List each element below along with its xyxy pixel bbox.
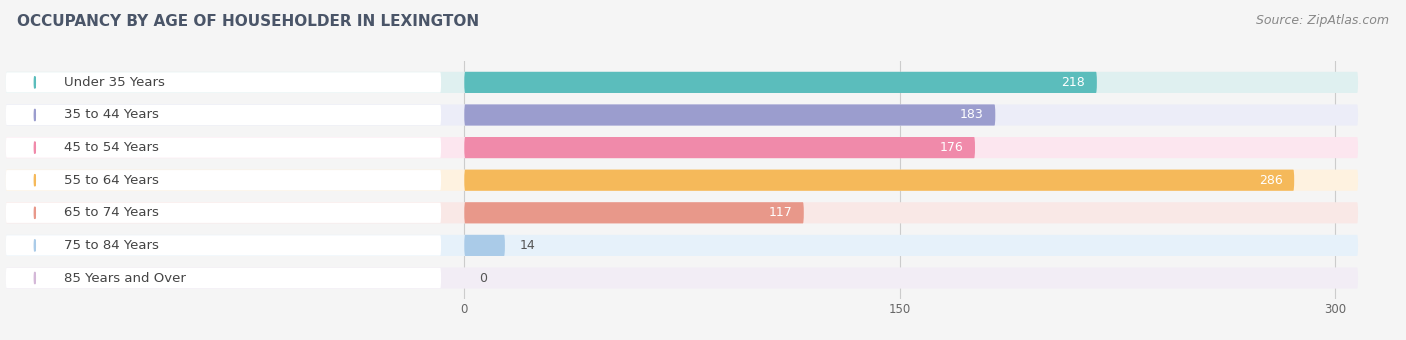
Text: 75 to 84 Years: 75 to 84 Years <box>63 239 159 252</box>
FancyBboxPatch shape <box>6 137 441 158</box>
FancyBboxPatch shape <box>464 202 804 223</box>
FancyBboxPatch shape <box>6 72 1358 93</box>
Text: Under 35 Years: Under 35 Years <box>63 76 165 89</box>
Text: 218: 218 <box>1062 76 1085 89</box>
FancyBboxPatch shape <box>6 170 441 190</box>
FancyBboxPatch shape <box>6 104 1358 125</box>
Text: 0: 0 <box>479 272 486 285</box>
Text: 183: 183 <box>960 108 984 121</box>
Text: OCCUPANCY BY AGE OF HOUSEHOLDER IN LEXINGTON: OCCUPANCY BY AGE OF HOUSEHOLDER IN LEXIN… <box>17 14 479 29</box>
FancyBboxPatch shape <box>6 137 1358 158</box>
FancyBboxPatch shape <box>464 104 995 125</box>
FancyBboxPatch shape <box>6 105 441 125</box>
FancyBboxPatch shape <box>6 203 441 223</box>
Text: Source: ZipAtlas.com: Source: ZipAtlas.com <box>1256 14 1389 27</box>
FancyBboxPatch shape <box>6 235 441 256</box>
Text: 55 to 64 Years: 55 to 64 Years <box>63 174 159 187</box>
Text: 65 to 74 Years: 65 to 74 Years <box>63 206 159 219</box>
FancyBboxPatch shape <box>464 170 1294 191</box>
Text: 45 to 54 Years: 45 to 54 Years <box>63 141 159 154</box>
FancyBboxPatch shape <box>464 137 974 158</box>
Text: 85 Years and Over: 85 Years and Over <box>63 272 186 285</box>
FancyBboxPatch shape <box>6 268 1358 289</box>
Text: 117: 117 <box>769 206 792 219</box>
FancyBboxPatch shape <box>6 202 1358 223</box>
Text: 35 to 44 Years: 35 to 44 Years <box>63 108 159 121</box>
FancyBboxPatch shape <box>6 72 441 92</box>
Text: 176: 176 <box>939 141 963 154</box>
FancyBboxPatch shape <box>6 235 1358 256</box>
FancyBboxPatch shape <box>6 268 441 288</box>
Text: 286: 286 <box>1258 174 1282 187</box>
FancyBboxPatch shape <box>464 72 1097 93</box>
FancyBboxPatch shape <box>464 235 505 256</box>
Text: 14: 14 <box>519 239 536 252</box>
FancyBboxPatch shape <box>6 170 1358 191</box>
